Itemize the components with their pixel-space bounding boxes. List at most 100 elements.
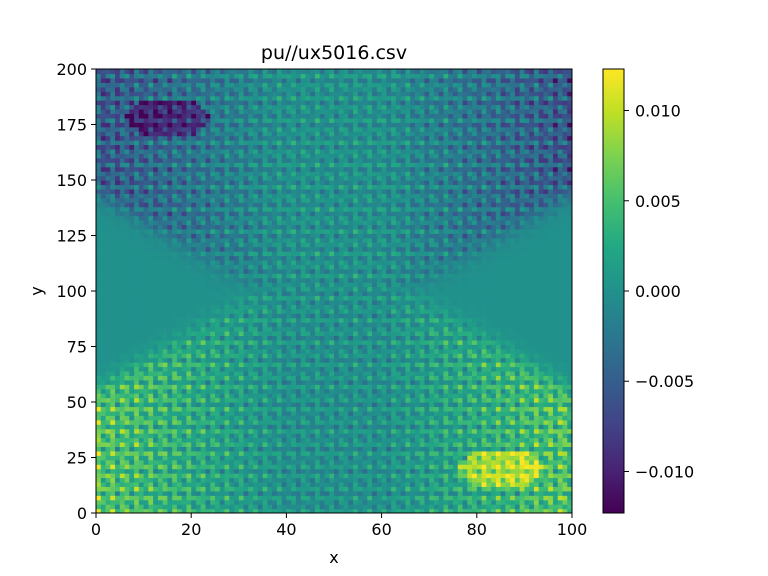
heatmap-cell [272, 375, 278, 381]
heatmap-cell [272, 504, 278, 510]
heatmap-cell [172, 495, 178, 501]
heatmap-cell [314, 464, 321, 470]
heatmap-cell [153, 406, 159, 412]
heatmap-cell [386, 428, 392, 434]
heatmap-cell [314, 499, 321, 505]
heatmap-cell [400, 490, 406, 496]
heatmap-cell [429, 379, 435, 385]
heatmap-cell [215, 375, 221, 381]
heatmap-cell [395, 326, 402, 332]
heatmap-cell [543, 304, 549, 310]
heatmap-cell [376, 402, 383, 408]
heatmap-cell [476, 406, 483, 412]
heatmap-cell [200, 459, 207, 465]
heatmap-cell [543, 335, 549, 341]
heatmap-cell [391, 504, 397, 510]
heatmap-cell [505, 379, 511, 385]
heatmap-cell [267, 353, 273, 359]
heatmap-cell [157, 468, 164, 474]
heatmap-cell [514, 304, 521, 310]
heatmap-cell [429, 441, 435, 447]
heatmap-cell [372, 397, 378, 403]
heatmap-cell [181, 499, 188, 505]
heatmap-cell [414, 495, 421, 501]
heatmap-cell [310, 415, 316, 421]
heatmap-cell [400, 393, 406, 399]
heatmap-cell [395, 437, 402, 443]
heatmap-cell [543, 384, 549, 390]
heatmap-cell [405, 370, 411, 376]
heatmap-cell [481, 450, 487, 456]
heatmap-cell [543, 326, 549, 332]
heatmap-cell [100, 437, 107, 443]
heatmap-cell [433, 499, 440, 505]
heatmap-cell [500, 433, 506, 439]
heatmap-cell [129, 402, 135, 408]
heatmap-cell [200, 295, 207, 301]
heatmap-cell [129, 428, 135, 434]
heatmap-cell [362, 348, 368, 354]
heatmap-cell [295, 459, 302, 465]
heatmap-cell [433, 348, 440, 354]
heatmap-cell [286, 490, 292, 496]
heatmap-cell [200, 424, 207, 430]
heatmap-cell [524, 410, 530, 416]
heatmap-cell [362, 308, 368, 314]
heatmap-cell [529, 477, 535, 483]
heatmap-cell [524, 481, 530, 487]
heatmap-cell [457, 406, 464, 412]
heatmap-cell [419, 366, 426, 372]
heatmap-cell [248, 473, 254, 479]
heatmap-cell [195, 388, 202, 394]
heatmap-cell [319, 313, 326, 319]
heatmap-cell [119, 464, 126, 470]
heatmap-cell [200, 468, 207, 474]
heatmap-cell [267, 499, 273, 505]
heatmap-cell [195, 313, 202, 319]
heatmap-cell [219, 308, 226, 314]
heatmap-cell [472, 508, 478, 513]
heatmap-cell [162, 353, 168, 359]
heatmap-cell [219, 397, 226, 403]
heatmap-cell [295, 495, 302, 501]
heatmap-cell [462, 428, 468, 434]
heatmap-cell [248, 393, 254, 399]
heatmap-cell [562, 508, 568, 513]
heatmap-cell [314, 504, 321, 510]
heatmap-cell [191, 299, 197, 305]
heatmap-cell [167, 499, 173, 505]
heatmap-cell [533, 477, 540, 483]
heatmap-cell [495, 468, 502, 474]
heatmap-cell [505, 326, 511, 332]
heatmap-cell [310, 313, 316, 319]
heatmap-cell [505, 313, 511, 319]
heatmap-cell [557, 299, 564, 305]
heatmap-cell [138, 486, 145, 492]
heatmap-cell [105, 415, 111, 421]
heatmap-cell [486, 441, 492, 447]
heatmap-cell [462, 490, 468, 496]
heatmap-cell [538, 348, 545, 354]
heatmap-cell [505, 397, 511, 403]
heatmap-cell [124, 433, 130, 439]
heatmap-cell [400, 450, 406, 456]
heatmap-cell [419, 357, 426, 363]
heatmap-cell [448, 481, 454, 487]
heatmap-cell [438, 308, 445, 314]
heatmap-cell [243, 441, 249, 447]
heatmap-cell [362, 317, 368, 323]
heatmap-cell [448, 508, 454, 513]
heatmap-cell [472, 322, 478, 328]
heatmap-cell [381, 335, 387, 341]
heatmap-cell [467, 362, 473, 368]
heatmap-cell [495, 424, 502, 430]
heatmap-cell [314, 419, 321, 425]
heatmap-cell [310, 446, 316, 452]
heatmap-cell [300, 304, 307, 310]
heatmap-cell [353, 486, 359, 492]
heatmap-cell [305, 295, 311, 301]
heatmap-cell [381, 397, 387, 403]
heatmap-cell [433, 486, 440, 492]
heatmap-cell [257, 322, 264, 328]
heatmap-cell [438, 468, 445, 474]
